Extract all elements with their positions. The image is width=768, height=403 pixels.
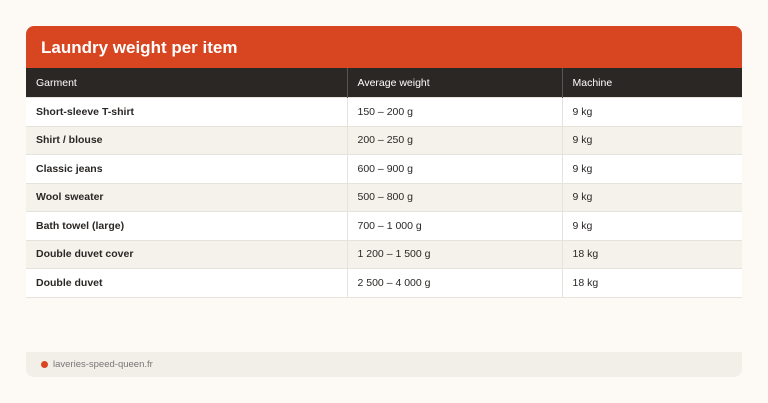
cell-garment: Double duvet cover: [26, 239, 347, 269]
weight-table-card: Laundry weight per item Garment Average …: [26, 26, 742, 298]
cell-average-weight: 500 – 800 g: [346, 182, 562, 212]
cell-average-weight: 1 200 – 1 500 g: [346, 239, 562, 269]
source-label: laveries-speed-queen.fr: [53, 359, 153, 370]
cell-garment: Bath towel (large): [26, 211, 347, 240]
cell-average-weight: 700 – 1 000 g: [346, 211, 562, 240]
column-header-machine: Machine: [561, 68, 742, 98]
cell-machine: 9 kg: [561, 97, 742, 126]
table-row: Double duvet 2 500 – 4 000 g 18 kg: [26, 268, 742, 298]
cell-garment: Classic jeans: [26, 154, 347, 183]
cell-machine: 9 kg: [561, 211, 742, 240]
cell-average-weight: 200 – 250 g: [346, 125, 562, 155]
cell-garment: Shirt / blouse: [26, 125, 347, 155]
cell-average-weight: 600 – 900 g: [346, 154, 562, 183]
table-header-row: Garment Average weight Machine: [26, 68, 742, 98]
dot-icon: [41, 361, 48, 368]
cell-average-weight: 150 – 200 g: [346, 97, 562, 126]
weight-table: Garment Average weight Machine Short-sle…: [26, 68, 742, 298]
cell-garment: Double duvet: [26, 268, 347, 298]
cell-garment: Short-sleeve T-shirt: [26, 97, 347, 126]
table-row: Double duvet cover 1 200 – 1 500 g 18 kg: [26, 239, 742, 269]
cell-average-weight: 2 500 – 4 000 g: [346, 268, 562, 298]
column-header-average-weight: Average weight: [346, 68, 562, 98]
cell-machine: 18 kg: [561, 239, 742, 269]
cell-machine: 9 kg: [561, 125, 742, 155]
cell-garment: Wool sweater: [26, 182, 347, 212]
footer: laveries-speed-queen.fr: [26, 352, 742, 377]
card-title: Laundry weight per item: [26, 26, 742, 68]
cell-machine: 18 kg: [561, 268, 742, 298]
cell-machine: 9 kg: [561, 154, 742, 183]
column-header-garment: Garment: [26, 68, 347, 98]
cell-machine: 9 kg: [561, 182, 742, 212]
